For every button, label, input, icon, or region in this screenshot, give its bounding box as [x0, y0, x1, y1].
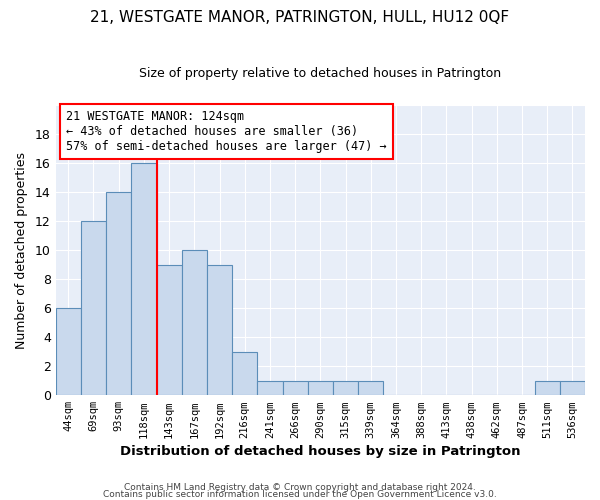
Bar — [358, 380, 383, 395]
Bar — [232, 352, 257, 395]
Bar — [207, 264, 232, 395]
Bar — [56, 308, 81, 395]
Text: Contains public sector information licensed under the Open Government Licence v3: Contains public sector information licen… — [103, 490, 497, 499]
Y-axis label: Number of detached properties: Number of detached properties — [15, 152, 28, 348]
Text: 21, WESTGATE MANOR, PATRINGTON, HULL, HU12 0QF: 21, WESTGATE MANOR, PATRINGTON, HULL, HU… — [91, 10, 509, 25]
Bar — [131, 164, 157, 395]
X-axis label: Distribution of detached houses by size in Patrington: Distribution of detached houses by size … — [120, 444, 521, 458]
Bar — [106, 192, 131, 395]
Bar — [81, 221, 106, 395]
Bar — [257, 380, 283, 395]
Text: Contains HM Land Registry data © Crown copyright and database right 2024.: Contains HM Land Registry data © Crown c… — [124, 484, 476, 492]
Bar — [535, 380, 560, 395]
Bar — [333, 380, 358, 395]
Bar — [560, 380, 585, 395]
Bar — [283, 380, 308, 395]
Text: 21 WESTGATE MANOR: 124sqm
← 43% of detached houses are smaller (36)
57% of semi-: 21 WESTGATE MANOR: 124sqm ← 43% of detac… — [66, 110, 387, 152]
Title: Size of property relative to detached houses in Patrington: Size of property relative to detached ho… — [139, 68, 502, 80]
Bar — [182, 250, 207, 395]
Bar — [308, 380, 333, 395]
Bar — [157, 264, 182, 395]
